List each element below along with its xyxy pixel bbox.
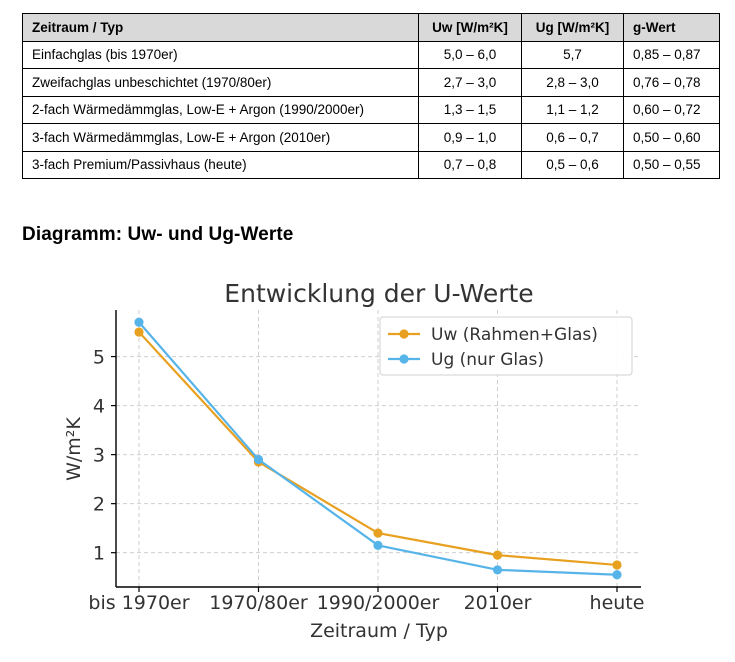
legend-marker bbox=[399, 329, 409, 339]
table-cell: 5,0 – 6,0 bbox=[418, 40, 522, 69]
x-tick-label: bis 1970er bbox=[88, 592, 189, 614]
data-point bbox=[373, 540, 383, 550]
y-axis-label: W/m²K bbox=[63, 417, 85, 481]
table-cell: 0,6 – 0,7 bbox=[521, 123, 624, 152]
table-cell: 0,50 – 0,55 bbox=[623, 150, 720, 179]
axes bbox=[111, 310, 641, 592]
data-point bbox=[373, 528, 383, 538]
column-header: Zeitraum / Typ bbox=[22, 13, 419, 42]
data-point bbox=[253, 454, 264, 465]
u-values-line-chart: Entwicklung der U-Werte Zeitraum / Typ W… bbox=[63, 279, 644, 642]
y-tick-label: 1 bbox=[93, 543, 105, 565]
x-axis-label: Zeitraum / Typ bbox=[310, 620, 448, 642]
legend-label: Uw (Rahmen+Glas) bbox=[431, 325, 598, 345]
x-tick-label: 1970/80er bbox=[209, 592, 308, 614]
data-point bbox=[612, 560, 622, 570]
table-cell: 3-fach Premium/Passivhaus (heute) bbox=[22, 150, 419, 179]
tick-labels: 1 2 3 4 5 bis 1970er 1970/80er 1990/2000er 2010e… bbox=[88, 347, 644, 614]
table-cell: 5,7 bbox=[521, 40, 624, 69]
table-cell: 0,76 – 0,78 bbox=[623, 68, 720, 97]
table-header-row: Zeitraum / Typ Uw [W/m²K] Ug [W/m²K] g-W… bbox=[22, 13, 720, 42]
table-cell: 0,5 – 0,6 bbox=[521, 150, 624, 179]
table-row: 3-fach Wärmedämmglas, Low-E + Argon (201… bbox=[22, 123, 720, 152]
chart-title: Entwicklung der U-Werte bbox=[224, 279, 533, 308]
x-tick-label: 2010er bbox=[464, 592, 532, 614]
table-cell: 1,3 – 1,5 bbox=[418, 95, 522, 124]
y-tick-label: 3 bbox=[93, 445, 105, 467]
u-values-table: Zeitraum / Typ Uw [W/m²K] Ug [W/m²K] g-W… bbox=[22, 13, 720, 179]
table-cell: 0,85 – 0,87 bbox=[623, 40, 720, 69]
x-tick-label: 1990/2000er bbox=[317, 592, 440, 614]
series bbox=[134, 317, 622, 580]
data-point bbox=[492, 550, 503, 560]
legend-label: Ug (nur Glas) bbox=[431, 350, 544, 370]
table-row: 2-fach Wärmedämmglas, Low-E + Argon (199… bbox=[22, 95, 720, 124]
table-cell: 0,7 – 0,8 bbox=[418, 150, 522, 179]
table-cell: Einfachglas (bis 1970er) bbox=[22, 40, 419, 69]
table-cell: 0,9 – 1,0 bbox=[418, 123, 522, 152]
table-cell: 2-fach Wärmedämmglas, Low-E + Argon (199… bbox=[22, 95, 419, 124]
x-tick-label: heute bbox=[590, 592, 645, 614]
y-tick-label: 5 bbox=[93, 347, 105, 369]
y-tick-label: 4 bbox=[93, 396, 105, 418]
table-cell: 1,1 – 1,2 bbox=[521, 95, 624, 124]
table-cell: 2,8 – 3,0 bbox=[521, 68, 624, 97]
legend: Uw (Rahmen+Glas) Ug (nur Glas) bbox=[379, 316, 633, 376]
grid bbox=[116, 310, 641, 587]
column-header: Uw [W/m²K] bbox=[418, 13, 522, 42]
table-cell: 2,7 – 3,0 bbox=[418, 68, 522, 97]
data-point bbox=[612, 570, 622, 580]
table-cell: 0,50 – 0,60 bbox=[623, 123, 720, 152]
legend-box bbox=[379, 316, 633, 376]
table-cell: 0,60 – 0,72 bbox=[623, 95, 720, 124]
data-point bbox=[492, 565, 503, 575]
legend-marker bbox=[399, 354, 409, 364]
table-cell: 3-fach Wärmedämmglas, Low-E + Argon (201… bbox=[22, 123, 419, 152]
table-row: Zweifachglas unbeschichtet (1970/80er) 2… bbox=[22, 68, 720, 97]
data-point bbox=[134, 327, 144, 337]
table-row: Einfachglas (bis 1970er) 5,0 – 6,0 5,7 0… bbox=[22, 40, 720, 69]
table-cell: Zweifachglas unbeschichtet (1970/80er) bbox=[22, 68, 419, 97]
section-heading: Diagramm: Uw- und Ug-Werte bbox=[22, 224, 294, 245]
column-header: Ug [W/m²K] bbox=[521, 13, 624, 42]
column-header: g-Wert bbox=[623, 13, 720, 42]
y-tick-label: 2 bbox=[93, 494, 105, 516]
data-point bbox=[134, 317, 144, 327]
table-row: 3-fach Premium/Passivhaus (heute) 0,7 – … bbox=[22, 150, 720, 179]
